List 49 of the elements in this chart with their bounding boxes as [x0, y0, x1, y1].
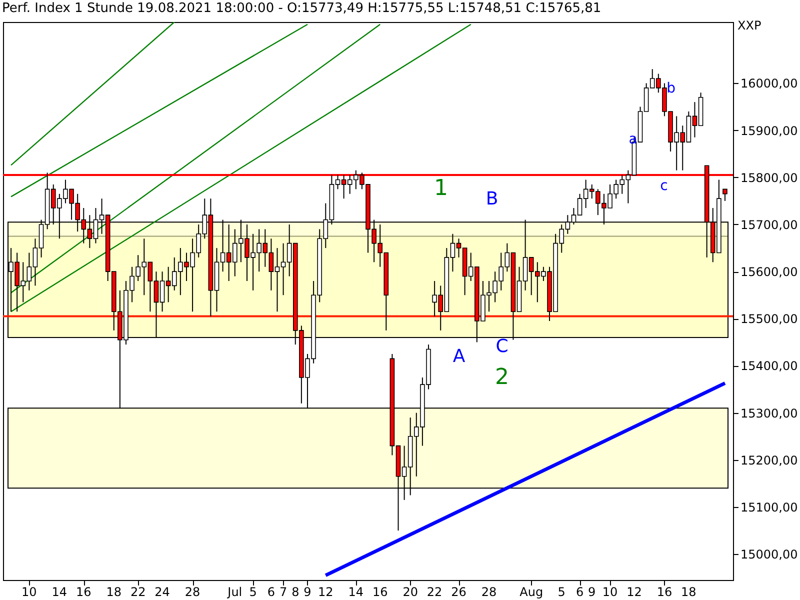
x-tick-label: 28	[184, 585, 200, 599]
x-tick-label: 9	[588, 585, 596, 599]
x-tick-label: 16	[76, 585, 92, 599]
x-tick-label: 22	[130, 585, 146, 599]
annotation: 2	[495, 365, 509, 390]
chart-title: Perf. Index 1 Stunde 19.08.2021 18:00:00 - O:15773,49 H:15775,55 L:15748,51 C:15765,81	[2, 1, 602, 16]
y-tick-label: 15200,00	[740, 453, 798, 468]
y-tick-label: 15900,00	[740, 124, 798, 138]
x-tick-label: 18	[106, 585, 122, 599]
x-tick-label: 14	[348, 585, 364, 599]
y-tick-label: 15000,00	[740, 548, 798, 562]
x-tick-label: 26	[451, 585, 466, 599]
x-tick-label: 24	[154, 585, 170, 599]
annotation: C	[496, 336, 508, 358]
y-tick-label: 15500,00	[740, 312, 798, 326]
x-tick-label: 12	[626, 585, 642, 599]
y-tick-label: 15100,00	[740, 500, 798, 515]
x-tick-label: 16	[372, 585, 388, 599]
x-tick-label: 10	[22, 585, 37, 599]
x-tick-label: Aug	[520, 585, 544, 599]
x-tick-label: 6	[267, 585, 276, 599]
x-tick-label: 9	[304, 585, 312, 599]
y-tick-label: 15700,00	[740, 218, 798, 232]
y-tick-label: 15600,00	[740, 265, 798, 280]
y-axis-title: XXP	[738, 18, 762, 32]
x-tick-label: 20	[402, 585, 418, 599]
annotation: B	[486, 188, 498, 210]
x-tick-label: 18	[681, 585, 696, 599]
x-tick-label: 8	[292, 585, 300, 599]
annotation: A	[452, 346, 466, 367]
y-tick-label: 16000,00	[740, 76, 798, 91]
x-tick-label: 10	[602, 585, 618, 599]
y-tick-label: 15800,00	[740, 170, 798, 185]
x-tick-label: 12	[318, 585, 334, 599]
annotation: 1	[434, 176, 448, 201]
x-tick-label: 14	[52, 585, 68, 599]
annotation: c	[660, 178, 668, 194]
x-tick-label: 22	[426, 585, 442, 599]
x-tick-label: 7	[279, 585, 288, 599]
x-tick-label: 28	[481, 585, 497, 599]
candlestick	[722, 188, 728, 202]
x-tick-label: 6	[576, 585, 584, 599]
y-tick-label: 15400,00	[740, 359, 798, 374]
annotation: b	[666, 80, 676, 97]
x-tick-label: Jul	[226, 585, 242, 599]
x-tick-label: 5	[249, 585, 257, 599]
y-tick-label: 15300,00	[740, 406, 798, 420]
x-tick-label: 5	[558, 585, 566, 599]
x-tick-label: 16	[656, 585, 672, 599]
